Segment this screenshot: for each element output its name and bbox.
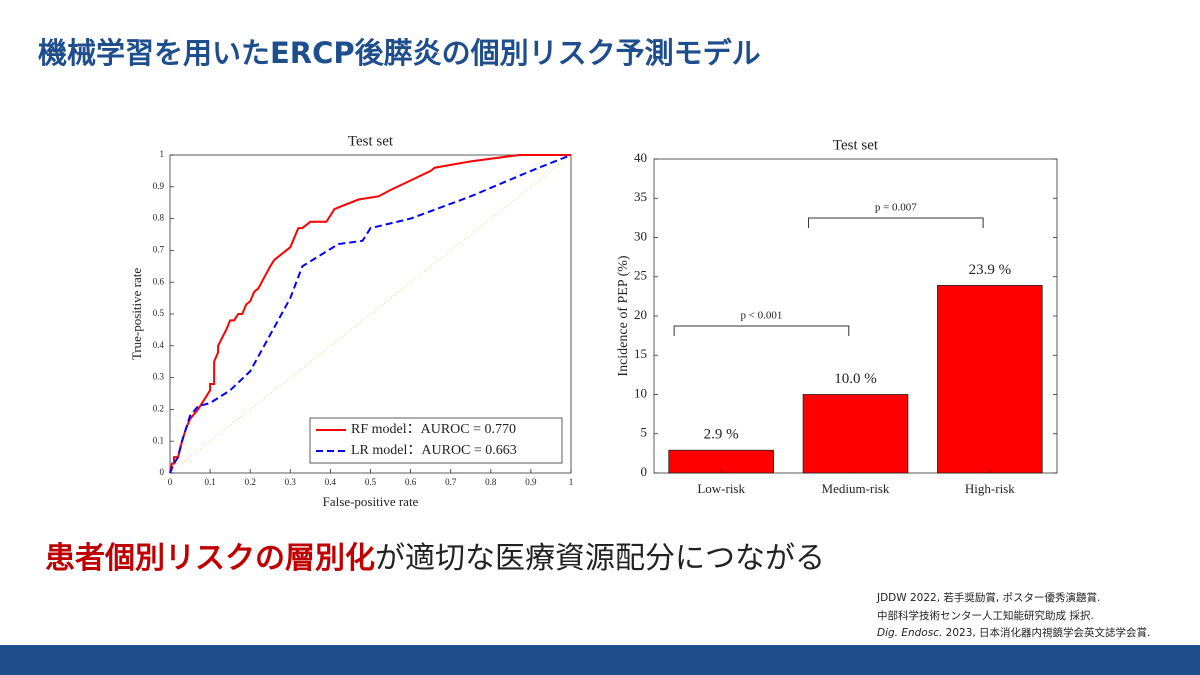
p-value-annotation: p = 0.007 xyxy=(875,202,917,214)
journal: Dig. Endosc. xyxy=(877,627,943,639)
y-tick-label: 0.2 xyxy=(153,403,164,413)
x-tick-label: 0.8 xyxy=(485,477,497,487)
charts: Test set False-positive rate True-positive… xyxy=(129,133,1058,509)
x-tick-label: High-risk xyxy=(965,481,1015,496)
y-tick-label: 0.8 xyxy=(153,213,165,223)
significance-bracket xyxy=(673,325,850,336)
x-tick-label: 0.1 xyxy=(204,477,215,487)
x-tick-label: 0.5 xyxy=(365,477,377,487)
legend-box xyxy=(309,417,563,464)
footer-bar xyxy=(0,645,1200,675)
x-tick-label: 1 xyxy=(569,477,574,487)
reference: 中部科学技術センター人工知能研究助成 採択. xyxy=(877,609,1094,622)
legend-label: LR model：AUROC = 0.663 xyxy=(351,443,517,458)
y-tick-label: 40 xyxy=(634,150,647,165)
y-tick-label: 20 xyxy=(634,307,647,322)
x-tick-label: 0.2 xyxy=(245,477,256,487)
y-tick-label: 0 xyxy=(160,467,165,477)
legend-label: RF model：AUROC = 0.770 xyxy=(351,422,516,437)
x-tick-label: 0.7 xyxy=(445,477,457,487)
y-tick-label: 15 xyxy=(634,346,647,361)
x-tick-label: 0.4 xyxy=(325,477,337,487)
significance-bracket xyxy=(807,217,984,228)
chart-title: Test set xyxy=(348,133,394,149)
value-label: 10.0 % xyxy=(834,371,877,387)
reference: Dig. Endosc. 2023, 日本消化器内視鏡学会英文誌学会賞. xyxy=(877,625,1150,643)
chance-line xyxy=(169,154,572,474)
y-tick-label: 25 xyxy=(634,268,647,283)
x-tick-label: 0.6 xyxy=(405,477,417,487)
x-tick-label: Medium-risk xyxy=(822,481,890,496)
y-tick-label: 10 xyxy=(634,385,647,400)
y-tick-label: 0.4 xyxy=(153,340,165,350)
y-tick-label: 35 xyxy=(634,189,647,204)
y-tick-label: 0.6 xyxy=(153,276,165,286)
reference-text: 2023, 日本消化器内視鏡学会英文誌学会賞. xyxy=(942,627,1151,639)
x-tick-label: Low-risk xyxy=(697,481,745,496)
y-tick-label: 0.5 xyxy=(153,308,165,318)
x-tick-label: 0.9 xyxy=(525,477,537,487)
conclusion-highlight: 患者個別リスクの層別化 xyxy=(45,541,375,576)
y-tick-label: 0 xyxy=(641,464,648,479)
y-tick-label: 0.3 xyxy=(153,372,165,382)
bar xyxy=(802,394,909,474)
p-value-annotation: p < 0.001 xyxy=(740,310,782,322)
y-axis-label: True-positive rate xyxy=(129,268,144,361)
chart-title: Test set xyxy=(833,137,879,153)
bar xyxy=(937,284,1043,474)
roc-curve xyxy=(169,154,571,474)
reference: JDDW 2022, 若手奨励賞, ポスター優秀演題賞. xyxy=(877,592,1101,604)
x-tick-label: 0 xyxy=(168,477,173,487)
y-tick-label: 0.7 xyxy=(153,244,165,254)
x-axis-label: False-positive rate xyxy=(323,494,419,509)
value-label: 23.9 % xyxy=(969,262,1012,278)
y-tick-label: 30 xyxy=(634,228,647,243)
conclusion: 患者個別リスクの層別化が適切な医療資源配分につながる xyxy=(45,533,825,577)
y-tick-label: 1 xyxy=(160,149,165,159)
roc-curve xyxy=(169,154,572,474)
y-tick-label: 5 xyxy=(641,425,648,440)
y-tick-label: 0.1 xyxy=(153,435,164,445)
references: JDDW 2022, 若手奨励賞, ポスター優秀演題賞. 中部科学技術センター人… xyxy=(877,590,1150,643)
conclusion-text: が適切な医療資源配分につながる xyxy=(375,541,825,576)
y-axis-label: Incidence of PEP (%) xyxy=(616,255,631,376)
value-label: 2.9 % xyxy=(704,427,739,443)
x-tick-label: 0.3 xyxy=(285,477,297,487)
slide-title: 機械学習を用いたERCP後膵炎の個別リスク予測モデル xyxy=(38,36,761,70)
y-tick-label: 0.9 xyxy=(153,181,165,191)
